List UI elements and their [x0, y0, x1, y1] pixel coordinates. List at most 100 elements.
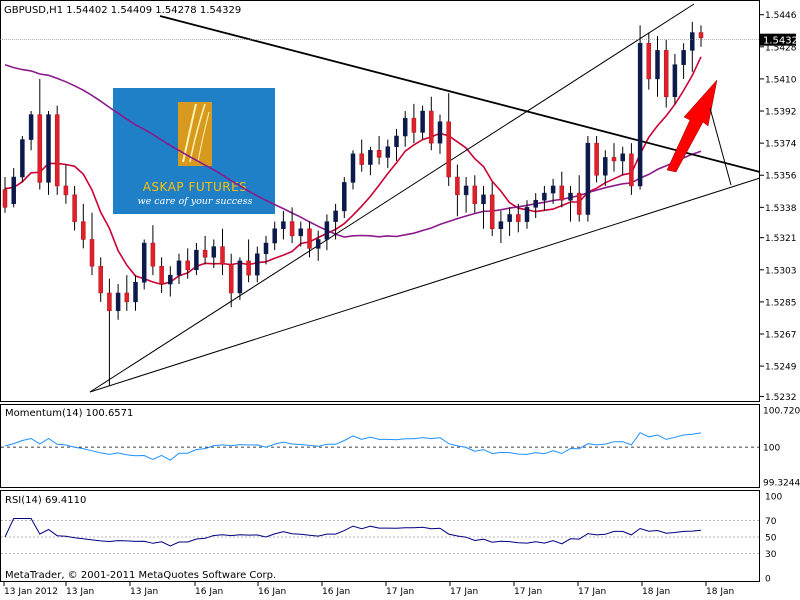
forecast-arrow-icon: [666, 79, 718, 173]
candle: [342, 177, 347, 219]
candle: [533, 193, 538, 219]
candle: [420, 105, 425, 140]
trendline-falling-resistance: [159, 15, 761, 173]
candle: [481, 185, 486, 229]
price-tick-label: 1.5321: [765, 234, 797, 244]
candle: [333, 203, 338, 240]
momentum-label: Momentum(14) 100.6571: [5, 408, 133, 419]
candle: [542, 185, 547, 211]
candle: [20, 136, 25, 183]
candle: [246, 239, 251, 283]
candle: [255, 246, 260, 283]
candle: [463, 177, 469, 213]
time-tick-label: 17 Jan: [386, 587, 414, 597]
forecast-arrow-stem: [709, 107, 732, 186]
candle: [98, 257, 103, 302]
candle: [272, 221, 277, 251]
candle: [228, 253, 234, 308]
price-tick-label: 1.5249: [765, 363, 797, 373]
current-price-label: 1.5432: [763, 36, 798, 47]
candle: [594, 136, 599, 183]
candle: [307, 221, 312, 258]
candle: [124, 275, 130, 311]
candle: [472, 175, 478, 213]
price-tick-label: 1.5392: [765, 108, 797, 118]
rsi-tick-label: 30: [765, 550, 777, 560]
time-tick-label: 17 Jan: [514, 587, 542, 597]
candle: [629, 143, 634, 195]
candle: [324, 214, 330, 251]
candle: [498, 210, 504, 244]
momentum-tick-label: 100.7206: [763, 407, 800, 417]
candle: [576, 175, 582, 222]
price-tick-label: 1.5285: [765, 298, 797, 308]
price-tick-label: 1.5374: [765, 140, 797, 150]
candle: [568, 185, 573, 222]
candle: [402, 111, 408, 147]
candles: [2, 21, 704, 386]
forecast-arrow: [666, 79, 732, 186]
candle: [141, 239, 147, 290]
candle: [655, 36, 660, 97]
moving-average-slow: [4, 63, 702, 238]
rsi-tick-label: 70: [765, 517, 777, 527]
candle: [281, 210, 286, 240]
candle: [176, 253, 182, 285]
candle: [550, 178, 556, 204]
rsi-tick-label: 0: [765, 575, 771, 585]
price-tick-label: 1.5232: [765, 393, 797, 403]
candle: [620, 146, 625, 176]
candle: [489, 182, 495, 236]
logo-title: ASKAP FUTURES: [143, 180, 248, 194]
candle: [159, 257, 164, 293]
candle: [54, 105, 60, 195]
logo-slogan: we care of your success: [138, 196, 253, 207]
rsi-label: RSI(14) 69.4110: [5, 495, 86, 506]
candle: [385, 139, 391, 169]
time-tick-label: 17 Jan: [578, 587, 606, 597]
candle: [646, 32, 652, 90]
candle: [350, 150, 356, 190]
candle: [516, 203, 521, 233]
price-tick-label: 1.5303: [765, 266, 797, 276]
candle: [359, 139, 364, 172]
chart-header: GBPUSD,H1 1.54402 1.54409 1.54278 1.5432…: [4, 5, 241, 16]
candle: [28, 111, 34, 151]
candle: [211, 239, 217, 268]
candle: [298, 221, 304, 247]
candle: [368, 146, 373, 176]
candle: [202, 235, 208, 265]
candle: [89, 212, 95, 276]
footer-copyright: MetaTrader, © 2001-2011 MetaQuotes Softw…: [5, 570, 276, 581]
current-price-box: [760, 33, 796, 46]
price-tick-label: 1.5428: [765, 43, 797, 53]
candle: [603, 150, 608, 186]
candle: [690, 21, 695, 72]
time-tick-label: 16 Jan: [322, 587, 350, 597]
time-tick-label: 18 Jan: [642, 587, 670, 597]
candle: [194, 243, 199, 276]
candle: [411, 103, 417, 144]
rsi-tick-label: 50: [765, 534, 777, 544]
candle: [437, 114, 443, 154]
time-tick-label: 13 Jan: [66, 587, 94, 597]
trendline-rising-support: [89, 177, 761, 393]
candle: [37, 78, 43, 190]
time-tick-label: 18 Jan: [706, 587, 734, 597]
time-tick-label: 13 Jan 2012: [4, 587, 58, 597]
askap-logo: ASKAP FUTURES we care of your success: [113, 88, 275, 214]
moving-average-fast: [4, 56, 702, 286]
candle: [698, 25, 704, 47]
price-tick-label: 1.5267: [765, 331, 797, 341]
candle: [46, 111, 51, 195]
candle: [11, 168, 16, 208]
candle: [611, 143, 617, 172]
candle: [2, 177, 8, 213]
candle: [220, 228, 225, 276]
rsi-panel: [0, 490, 760, 582]
time-tick-label: 17 Jan: [450, 587, 478, 597]
time-tick-label: 16 Jan: [258, 587, 286, 597]
time-tick-label: 13 Jan: [130, 587, 158, 597]
price-tick-label: 1.5356: [765, 172, 797, 182]
candle: [507, 207, 512, 236]
